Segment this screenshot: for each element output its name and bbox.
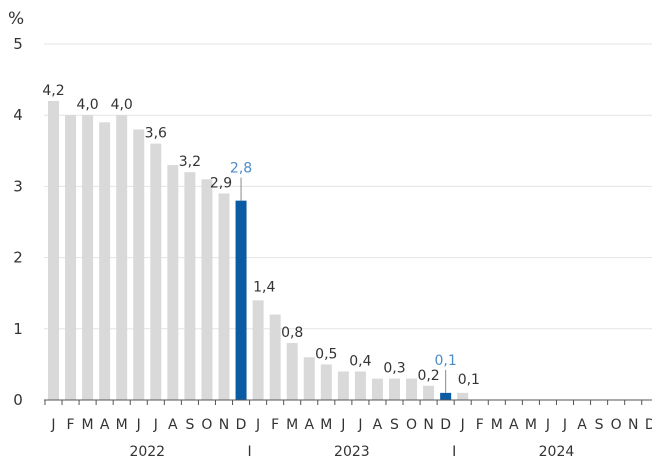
- bar: [48, 100, 59, 401]
- month-label: J: [340, 417, 345, 433]
- month-label: A: [373, 417, 383, 433]
- month-label: J: [460, 417, 465, 433]
- month-label: M: [82, 417, 94, 433]
- bar: [133, 129, 145, 400]
- y-tick-label: 3: [13, 177, 23, 195]
- y-tick-label: 1: [13, 320, 23, 338]
- month-label: D: [440, 417, 451, 433]
- month-label: M: [525, 417, 537, 433]
- month-label: D: [645, 417, 652, 433]
- month-label: J: [255, 417, 260, 433]
- data-label: 0,8: [281, 325, 303, 341]
- bar: [269, 314, 281, 400]
- x-axis: J F M A M J J A S O N D J F M A M J J A S O N D J F M A M J J A S O N D2022…: [44, 399, 652, 458]
- year-separator: I: [452, 444, 456, 458]
- data-label: 0,2: [417, 368, 439, 384]
- data-label: 0,1: [458, 372, 480, 388]
- month-label: M: [491, 417, 503, 433]
- bar: [303, 357, 315, 400]
- bar: [337, 371, 349, 400]
- month-label: O: [201, 417, 212, 433]
- month-label: F: [67, 417, 75, 433]
- data-label: 0,5: [315, 346, 337, 362]
- bar: [457, 392, 469, 400]
- data-label: 0,3: [383, 361, 405, 377]
- bar: [184, 172, 196, 400]
- bar: [354, 371, 366, 400]
- bar: [201, 179, 213, 400]
- month-label: A: [168, 417, 178, 433]
- bar: [406, 378, 418, 400]
- month-label: N: [628, 417, 638, 433]
- bar: [116, 115, 128, 400]
- year-label: 2023: [334, 444, 370, 458]
- year-separator: I: [248, 444, 252, 458]
- data-label: 3,2: [179, 154, 201, 170]
- bar: [252, 300, 264, 400]
- data-label: 0,4: [349, 354, 371, 370]
- data-label: 1,4: [253, 279, 275, 295]
- data-labels: 4,24,0 4,03,63,22,92,81,40,80,5 0,4 0,3 0,20…: [42, 83, 480, 393]
- month-label: A: [509, 417, 519, 433]
- month-label: J: [136, 417, 141, 433]
- bar: [286, 343, 298, 400]
- month-label: O: [406, 417, 417, 433]
- y-unit-label: %: [8, 9, 24, 29]
- y-axis-ticks: 0 1 2 3 4 5: [13, 35, 23, 409]
- month-label: J: [545, 417, 550, 433]
- bar: [167, 165, 179, 400]
- data-label: 4,0: [111, 97, 133, 113]
- month-label: F: [271, 417, 279, 433]
- month-label: S: [390, 417, 399, 433]
- bar: [65, 115, 77, 400]
- y-tick-label: 0: [13, 391, 23, 409]
- bar-highlight: [440, 392, 452, 400]
- year-label: 2022: [129, 444, 165, 458]
- bar: [99, 122, 111, 400]
- data-label: 2,9: [210, 176, 232, 192]
- y-tick-label: 5: [13, 35, 23, 53]
- year-label: 2024: [539, 444, 575, 458]
- data-label-highlight: 0,1: [435, 353, 457, 369]
- y-tick-label: 2: [13, 249, 23, 267]
- month-label: J: [357, 417, 362, 433]
- month-label: M: [116, 417, 128, 433]
- month-label: A: [100, 417, 110, 433]
- gridlines: [44, 43, 652, 330]
- month-label: S: [185, 417, 194, 433]
- bar-highlight: [235, 200, 247, 400]
- month-label: J: [153, 417, 158, 433]
- month-label: D: [236, 417, 247, 433]
- bar: [389, 378, 400, 400]
- bar: [150, 143, 162, 400]
- bar: [320, 364, 332, 400]
- data-label: 3,6: [145, 126, 167, 142]
- bars: [48, 100, 469, 401]
- bar: [423, 385, 435, 400]
- month-label: F: [476, 417, 484, 433]
- month-label: N: [219, 417, 229, 433]
- month-label: J: [562, 417, 567, 433]
- bar: [218, 193, 230, 400]
- data-label: 4,0: [76, 97, 98, 113]
- month-label: M: [320, 417, 332, 433]
- month-label: O: [611, 417, 622, 433]
- y-tick-label: 4: [13, 106, 23, 124]
- data-label: 4,2: [42, 83, 64, 99]
- month-label: M: [286, 417, 298, 433]
- month-label: J: [50, 417, 55, 433]
- bar: [371, 378, 383, 400]
- month-label: N: [423, 417, 433, 433]
- month-label: A: [304, 417, 314, 433]
- data-label-highlight: 2,8: [230, 161, 252, 177]
- month-label: A: [577, 417, 587, 433]
- month-label: S: [595, 417, 604, 433]
- bar: [82, 115, 94, 400]
